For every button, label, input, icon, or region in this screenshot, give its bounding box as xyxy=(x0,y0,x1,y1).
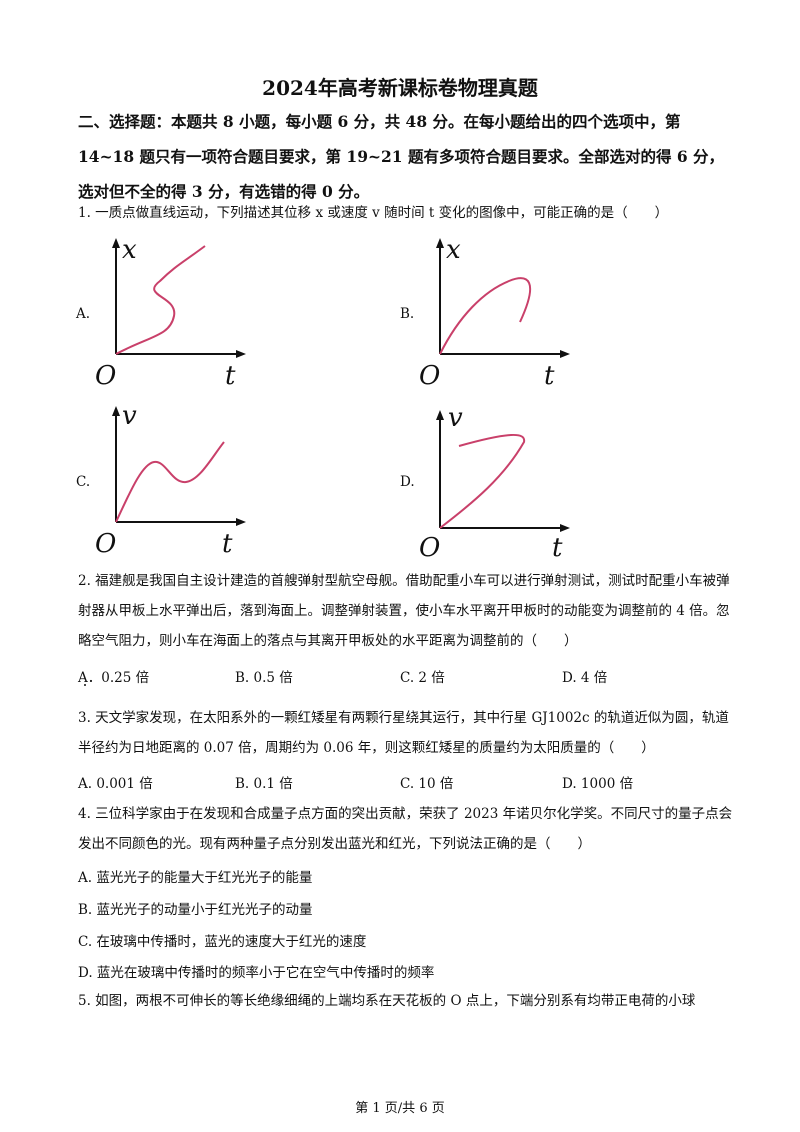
q2-option-a: A．0.25 倍 xyxy=(78,670,150,686)
question-2-stem: 2. 福建舰是我国自主设计建造的首艘弹射型航空母舰。借助配重小车可以进行弹射测试… xyxy=(78,573,730,649)
q3-option-a: A. 0.001 倍 xyxy=(78,776,153,792)
q1-c-origin: O xyxy=(95,529,116,559)
q1-option-b-label: B. xyxy=(400,306,415,322)
stray-dot xyxy=(84,684,86,686)
q4-option-d: D. 蓝光在玻璃中传播时的频率小于它在空气中传播时的频率 xyxy=(78,965,435,981)
q1-b-x-label: t xyxy=(544,361,555,391)
q1-c-y-label: v xyxy=(122,401,137,431)
q1-graph-a: x O t xyxy=(95,235,246,391)
q1-b-origin: O xyxy=(419,361,440,391)
q1-graph-b: x O t xyxy=(419,235,570,391)
question-5-stem: 5. 如图，两根不可伸长的等长绝缘细绳的上端均系在天花板的 O 点上，下端分别系… xyxy=(78,993,696,1009)
q3-option-d: D. 1000 倍 xyxy=(562,776,634,792)
q1-a-x-label: t xyxy=(225,361,236,391)
question-3-stem: 3. 天文学家发现，在太阳系外的一颗红矮星有两颗行星绕其运行，其中行星 GJ10… xyxy=(78,710,729,756)
q4-option-c: C. 在玻璃中传播时，蓝光的速度大于红光的速度 xyxy=(78,934,367,950)
q1-option-d-label: D. xyxy=(400,474,415,490)
q1-graph-c: v O t xyxy=(95,401,246,559)
q1-a-y-label: x xyxy=(122,235,137,265)
q1-d-x-label: t xyxy=(552,533,563,563)
q2-option-c: C. 2 倍 xyxy=(400,670,445,686)
q2-option-b: B. 0.5 倍 xyxy=(235,670,293,686)
question-4-stem: 4. 三位科学家由于在发现和合成量子点方面的突出贡献，荣获了 2023 年诺贝尔… xyxy=(78,806,733,852)
section-header: 二、选择题：本题共 8 小题，每小题 6 分，共 48 分。在每小题给出的四个选… xyxy=(78,112,725,201)
q1-d-y-label: v xyxy=(448,403,463,433)
q4-option-a: A. 蓝光光子的能量大于红光光子的能量 xyxy=(78,870,313,886)
q3-options-row: A. 0.001 倍 B. 0.1 倍 C. 10 倍 D. 1000 倍 xyxy=(78,772,738,792)
q2-options-row: A．0.25 倍 B. 0.5 倍 C. 2 倍 D. 4 倍 xyxy=(78,666,738,686)
q1-option-a-label: A. xyxy=(76,306,91,322)
q1-option-c-label: C. xyxy=(76,474,91,490)
q1-a-origin: O xyxy=(95,361,116,391)
q1-graph-d: v O t xyxy=(419,403,570,563)
q3-option-c: C. 10 倍 xyxy=(400,776,454,792)
q3-option-b: B. 0.1 倍 xyxy=(235,776,293,792)
q1-b-y-label: x xyxy=(446,235,461,265)
q1-c-x-label: t xyxy=(222,529,233,559)
page-title: 2024年高考新课标卷物理真题 xyxy=(262,76,538,100)
q2-option-d: D. 4 倍 xyxy=(562,670,608,686)
q1-d-origin: O xyxy=(419,533,440,563)
question-1-stem: 1. 一质点做直线运动，下列描述其位移 x 或速度 v 随时间 t 变化的图像中… xyxy=(78,205,669,221)
page-footer: 第 1 页/共 6 页 xyxy=(355,1101,445,1116)
q4-option-b: B. 蓝光光子的动量小于红光光子的动量 xyxy=(78,902,313,918)
